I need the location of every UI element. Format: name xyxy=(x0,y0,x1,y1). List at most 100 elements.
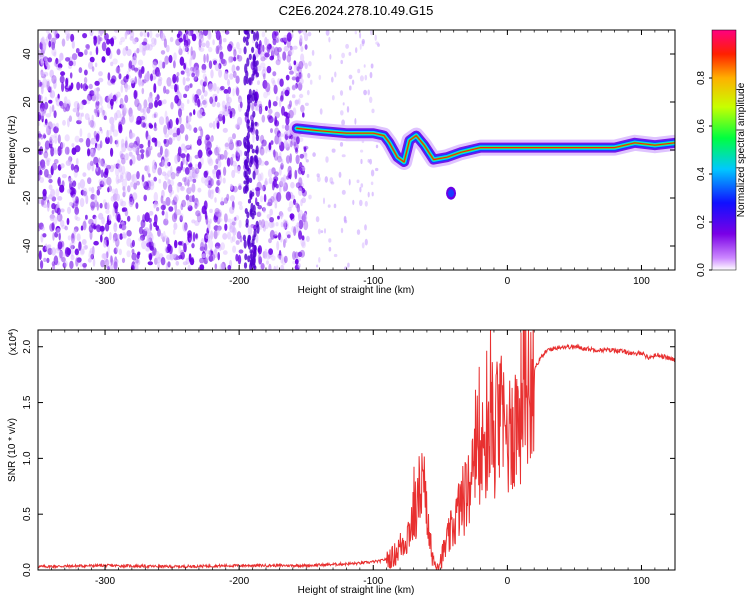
noise-blob xyxy=(184,85,190,91)
noise-blob xyxy=(97,185,102,190)
noise-blob xyxy=(222,114,226,125)
noise-blob xyxy=(271,30,277,41)
noise-blob xyxy=(78,241,82,252)
noise-blob xyxy=(295,202,299,209)
noise-blob xyxy=(348,74,353,80)
noise-blob xyxy=(345,43,349,49)
noise-blob xyxy=(280,264,285,270)
noise-blob xyxy=(168,184,173,194)
noise-blob xyxy=(341,119,345,126)
noise-blob xyxy=(216,86,220,94)
y-tick-label: 1.0 xyxy=(22,451,33,465)
noise-blob xyxy=(295,76,300,83)
noise-blob xyxy=(371,108,375,114)
x-tick-label: -200 xyxy=(229,276,249,287)
noise-blob xyxy=(264,36,268,46)
noise-blob xyxy=(194,154,200,159)
noise-blob xyxy=(47,247,53,255)
noise-blob xyxy=(84,244,88,250)
noise-blob xyxy=(209,208,213,214)
noise-blob xyxy=(245,70,249,79)
noise-blob xyxy=(339,142,344,147)
noise-blob xyxy=(184,46,189,52)
noise-blob xyxy=(38,172,41,182)
noise-blob xyxy=(157,228,161,237)
noise-blob xyxy=(57,176,61,187)
chart-title: C2E6.2024.278.10.49.G15 xyxy=(279,3,434,18)
noise-blob xyxy=(253,245,257,252)
noise-blob xyxy=(181,199,187,208)
noise-blob xyxy=(51,30,56,34)
noise-blob xyxy=(340,110,344,116)
noise-blob xyxy=(180,153,186,159)
colorbar-label: Normalized spectral amplitude xyxy=(736,82,747,217)
noise-blob xyxy=(235,253,239,262)
noise-blob xyxy=(293,141,297,147)
noise-blob xyxy=(339,90,344,96)
noise-blob xyxy=(298,30,301,35)
noise-blob xyxy=(161,61,166,69)
noise-blob xyxy=(307,72,311,79)
noise-blob xyxy=(252,133,255,143)
noise-blob xyxy=(199,242,205,251)
noise-blob xyxy=(160,257,166,266)
noise-blob xyxy=(333,203,337,209)
noise-blob xyxy=(159,145,163,156)
noise-blob xyxy=(235,75,240,84)
noise-blob xyxy=(88,224,94,233)
noise-blob xyxy=(245,183,249,189)
noise-blob xyxy=(285,191,292,201)
noise-blob xyxy=(268,238,272,244)
noise-blob xyxy=(237,55,243,62)
noise-blob xyxy=(367,159,370,163)
noise-blob xyxy=(64,225,68,231)
noise-blob xyxy=(176,166,182,174)
noise-blob xyxy=(101,41,107,52)
noise-blob xyxy=(210,230,214,240)
noise-blob xyxy=(272,80,276,87)
noise-blob xyxy=(107,244,110,255)
noise-blob xyxy=(128,132,134,140)
noise-blob xyxy=(115,193,120,202)
noise-blob xyxy=(121,165,126,175)
noise-blob xyxy=(281,105,285,116)
noise-blob xyxy=(132,192,138,201)
noise-blob xyxy=(275,38,279,43)
noise-blob xyxy=(189,186,192,193)
noise-blob xyxy=(88,83,93,90)
noise-blob xyxy=(283,182,289,192)
noise-blob xyxy=(220,242,226,251)
noise-blob xyxy=(359,186,362,193)
noise-blob xyxy=(243,136,247,147)
noise-blob xyxy=(131,252,137,261)
noise-blob xyxy=(178,241,183,246)
noise-blob xyxy=(161,159,165,167)
noise-blob xyxy=(186,72,190,78)
noise-blob xyxy=(209,96,214,104)
noise-blob xyxy=(236,231,242,240)
noise-blob xyxy=(247,198,252,204)
noise-blob xyxy=(134,98,140,108)
noise-blob xyxy=(141,66,145,74)
noise-blob xyxy=(51,247,57,256)
noise-blob xyxy=(83,190,87,196)
noise-blob xyxy=(199,246,205,252)
noise-blob xyxy=(112,207,116,217)
noise-blob xyxy=(69,72,73,79)
spectrogram-x-label: Height of straight line (km) xyxy=(298,285,415,296)
noise-blob xyxy=(175,209,181,216)
noise-blob xyxy=(199,257,205,264)
noise-blob xyxy=(39,169,43,176)
noise-blob xyxy=(51,104,55,113)
noise-blob xyxy=(252,53,256,64)
noise-blob xyxy=(105,136,110,145)
noise-blob xyxy=(148,210,154,216)
noise-blob xyxy=(101,56,106,63)
noise-blob xyxy=(304,44,308,50)
noise-blob xyxy=(139,116,146,121)
noise-blob xyxy=(251,191,255,197)
noise-blob xyxy=(96,162,99,168)
noise-blob xyxy=(139,43,143,53)
noise-blob xyxy=(81,99,87,106)
noise-blob xyxy=(147,44,153,51)
